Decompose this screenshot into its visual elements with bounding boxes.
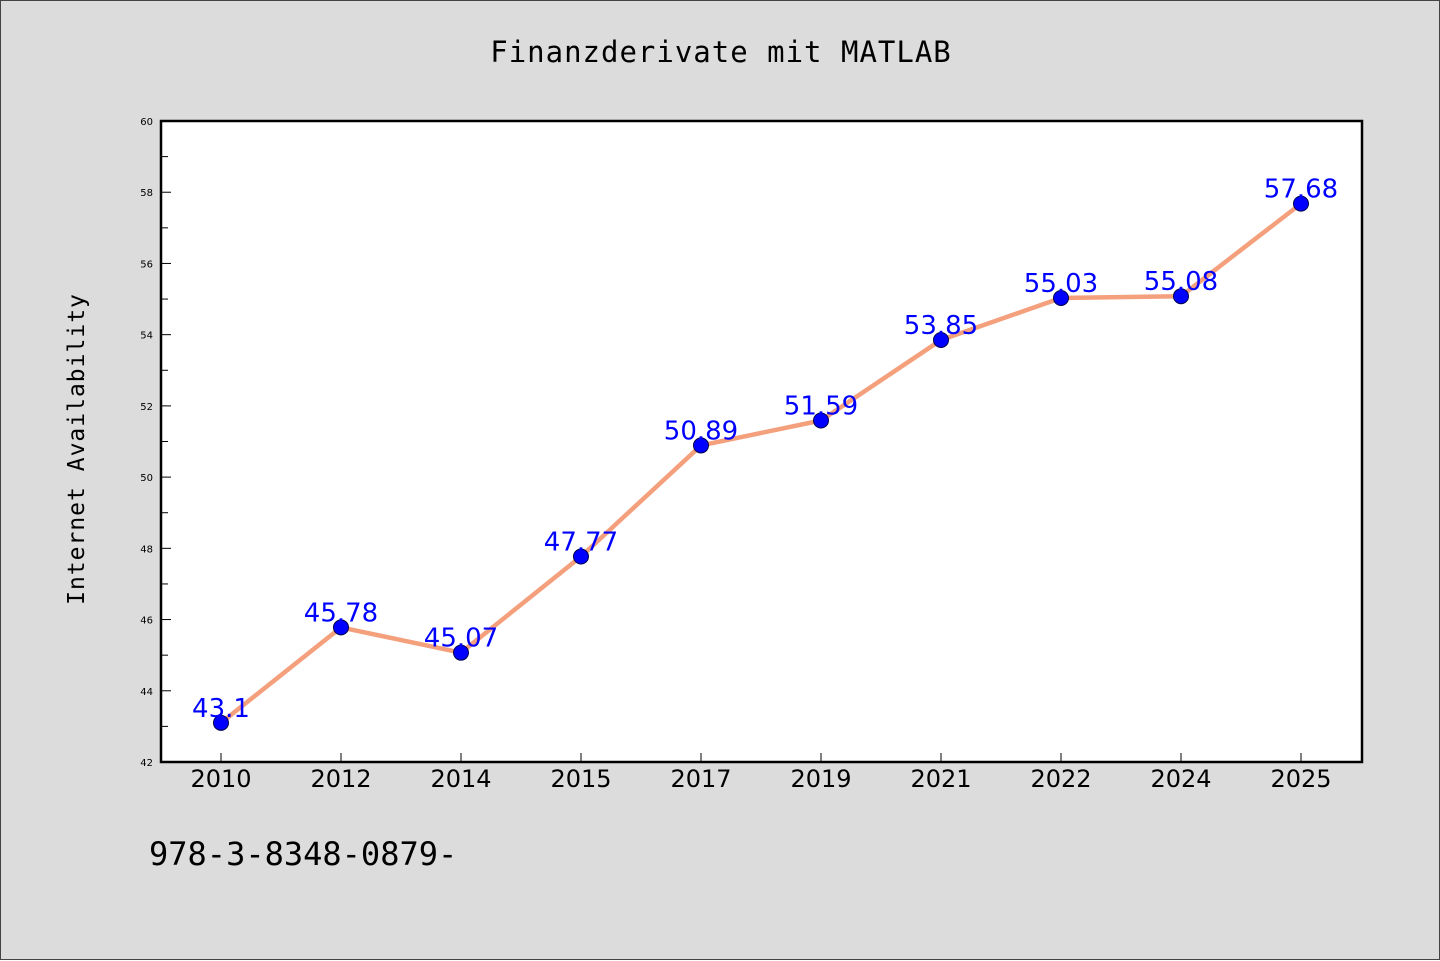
plot-background: [161, 121, 1362, 762]
x-tick-label: 2017: [670, 765, 731, 793]
chart-title: Finanzderivate mit MATLAB: [490, 35, 952, 69]
data-point: [333, 619, 349, 636]
plot-frame: [159, 119, 1364, 764]
data-point: [933, 332, 949, 349]
data-point: [213, 714, 229, 731]
y-tick-label: 44: [140, 687, 153, 698]
y-tick-label: 42: [140, 758, 153, 769]
x-tick-label: 2019: [790, 765, 851, 793]
data-label: 43.1: [192, 694, 250, 724]
data-point: [693, 437, 709, 454]
data-label: 51.59: [784, 391, 858, 421]
y-tick-label: 54: [140, 331, 153, 342]
footnote-text: 978-3-8348-0879-: [149, 835, 458, 873]
x-tick-label: 2024: [1150, 765, 1211, 793]
data-label: 57.68: [1264, 175, 1338, 205]
data-label: 55.03: [1024, 269, 1098, 299]
y-tick-label: 46: [140, 616, 153, 627]
x-tick-label: 2014: [430, 765, 491, 793]
data-point: [453, 644, 469, 661]
y-tick-label: 56: [140, 259, 153, 270]
data-label: 53.85: [904, 311, 978, 341]
data-point: [573, 548, 589, 565]
data-label: 45.78: [304, 598, 378, 628]
data-label: 50.89: [664, 416, 738, 446]
data-label: 45.07: [424, 624, 498, 654]
y-tick-label: 52: [140, 402, 153, 413]
x-tick-label: 2015: [550, 765, 611, 793]
x-tick-label: 2021: [910, 765, 971, 793]
x-tick-label: 2022: [1030, 765, 1091, 793]
x-tick-label: 2012: [310, 765, 371, 793]
data-point: [1053, 289, 1069, 306]
data-point: [1173, 288, 1189, 305]
x-tick-label: 2025: [1270, 765, 1331, 793]
data-label: 47.77: [544, 528, 618, 558]
series-line: [218, 201, 1304, 726]
y-tick-label: 48: [140, 544, 153, 555]
y-tick-label: 50: [140, 473, 153, 484]
data-point: [813, 412, 829, 429]
x-tick-label: 2010: [190, 765, 251, 793]
y-tick-label: 58: [140, 188, 153, 199]
data-point: [1293, 195, 1309, 212]
y-tick-label: 60: [140, 117, 153, 128]
data-label: 55.08: [1144, 267, 1218, 297]
